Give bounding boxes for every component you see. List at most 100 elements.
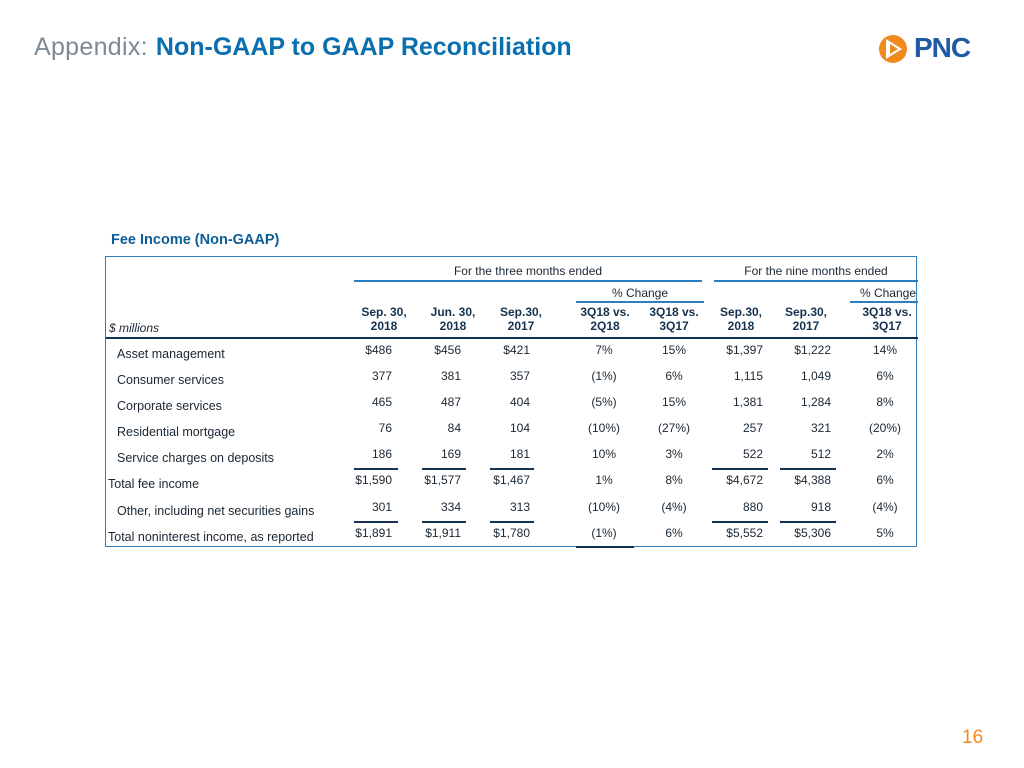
- title-prefix: Appendix:: [34, 33, 148, 61]
- page-title: Appendix: Non-GAAP to GAAP Reconciliation: [34, 33, 572, 62]
- table-cell: (5%): [591, 395, 617, 409]
- table-cell: 7%: [595, 343, 613, 357]
- table-cell: $4,672: [726, 473, 763, 487]
- row-label: Service charges on deposits: [117, 451, 275, 465]
- table-cell: 1,381: [732, 395, 763, 409]
- table-cell: (10%): [587, 421, 620, 435]
- table-cell: $5,552: [726, 526, 763, 540]
- table-cell: 181: [509, 447, 530, 461]
- row-label: Residential mortgage: [117, 425, 236, 439]
- title-main: Non-GAAP to GAAP Reconciliation: [155, 33, 572, 61]
- table-cell: 15%: [661, 343, 687, 357]
- col-header: 3Q18 vs. 3Q17: [649, 305, 699, 333]
- table-cell: 1,049: [800, 369, 831, 383]
- table-cell: (1%): [591, 526, 617, 540]
- table-cell: $1,467: [493, 473, 530, 487]
- table-cell: (4%): [872, 500, 898, 514]
- table-cell: 301: [371, 500, 392, 514]
- table-cell: 3%: [665, 447, 683, 461]
- table-cell: 6%: [876, 369, 894, 383]
- logo-text: PNC: [914, 32, 971, 63]
- table-cell: 880: [742, 500, 763, 514]
- pct-change-label-three: % Change: [611, 286, 669, 300]
- table-cell: 1,284: [800, 395, 831, 409]
- page-number: 16: [962, 727, 984, 748]
- table-cell: 15%: [661, 395, 687, 409]
- row-label: Asset management: [117, 347, 225, 361]
- table-cell: $5,306: [794, 526, 831, 540]
- units-label: $ millions: [109, 321, 160, 335]
- table-cell: 186: [371, 447, 392, 461]
- table-cell: 169: [440, 447, 461, 461]
- table-cell: 381: [440, 369, 461, 383]
- divider: [354, 280, 702, 282]
- pnc-logo: PNC: [878, 32, 990, 66]
- table-cell: (20%): [868, 421, 901, 435]
- table-cell: 84: [447, 421, 461, 435]
- table-cell: 76: [378, 421, 392, 435]
- table-cell: 8%: [665, 473, 683, 487]
- table-cell: 8%: [876, 395, 894, 409]
- table-cell: 14%: [872, 343, 898, 357]
- row-label: Corporate services: [117, 399, 222, 413]
- table-cell: (4%): [661, 500, 687, 514]
- subtotal-underline: [780, 521, 836, 523]
- table-cell: $1,590: [355, 473, 392, 487]
- table-cell: 6%: [665, 369, 683, 383]
- row-label: Consumer services: [117, 373, 224, 387]
- table-cell: 257: [742, 421, 763, 435]
- table-cell: $456: [434, 343, 461, 357]
- table-cell: 404: [509, 395, 530, 409]
- table-cell: 321: [810, 421, 831, 435]
- divider: [576, 546, 634, 548]
- table-cell: 1%: [595, 473, 613, 487]
- section-title: Fee Income (Non-GAAP): [111, 232, 280, 248]
- table-cell: $1,780: [493, 526, 530, 540]
- table-cell: 512: [810, 447, 831, 461]
- table-cell: $421: [503, 343, 530, 357]
- subtotal-underline: [780, 468, 836, 470]
- pnc-logo-icon: [879, 35, 907, 63]
- pct-change-label-nine: % Change: [859, 286, 916, 300]
- table-cell: 377: [371, 369, 392, 383]
- table-cell: (1%): [591, 369, 617, 383]
- col-header: Sep. 30, 2018: [361, 305, 407, 333]
- row-label: Total fee income: [108, 477, 200, 491]
- table-cell: $1,577: [424, 473, 461, 487]
- fee-income-table: For the three months ended For the nine …: [105, 256, 918, 548]
- col-header: Sep.30, 2017: [784, 305, 828, 333]
- table-cell: 334: [440, 500, 461, 514]
- subtotal-underline: [422, 468, 466, 470]
- subtotal-underline: [490, 468, 534, 470]
- table-cell: (27%): [657, 421, 690, 435]
- group-header-three-months: For the three months ended: [453, 264, 603, 278]
- table-cell: 2%: [876, 447, 894, 461]
- row-label: Total noninterest income, as reported: [108, 530, 314, 544]
- group-header-nine-months: For the nine months ended: [744, 264, 888, 278]
- table-cell: 918: [810, 500, 831, 514]
- table-cell: $1,222: [794, 343, 831, 357]
- subtotal-underline: [490, 521, 534, 523]
- table-cell: $486: [365, 343, 392, 357]
- col-header: Sep.30, 2017: [499, 305, 543, 333]
- header-divider: [106, 337, 918, 339]
- subtotal-underline: [422, 521, 466, 523]
- subtotal-underline: [712, 468, 768, 470]
- table-cell: $1,911: [425, 526, 461, 540]
- table-cell: 313: [509, 500, 530, 514]
- table-cell: 357: [509, 369, 530, 383]
- table-cell: 10%: [591, 447, 617, 461]
- table-cell: 104: [509, 421, 530, 435]
- table-cell: 465: [371, 395, 392, 409]
- table-cell: 6%: [876, 473, 894, 487]
- row-label: Other, including net securities gains: [117, 504, 315, 518]
- subtotal-underline: [712, 521, 768, 523]
- table-cell: 1,115: [733, 369, 763, 383]
- col-header: 3Q18 vs. 2Q18: [580, 305, 630, 333]
- table-cell: 5%: [876, 526, 894, 540]
- divider: [576, 301, 704, 303]
- table-cell: $4,388: [794, 473, 831, 487]
- table-cell: 522: [742, 447, 763, 461]
- table-cell: $1,891: [355, 526, 392, 540]
- divider: [850, 301, 918, 303]
